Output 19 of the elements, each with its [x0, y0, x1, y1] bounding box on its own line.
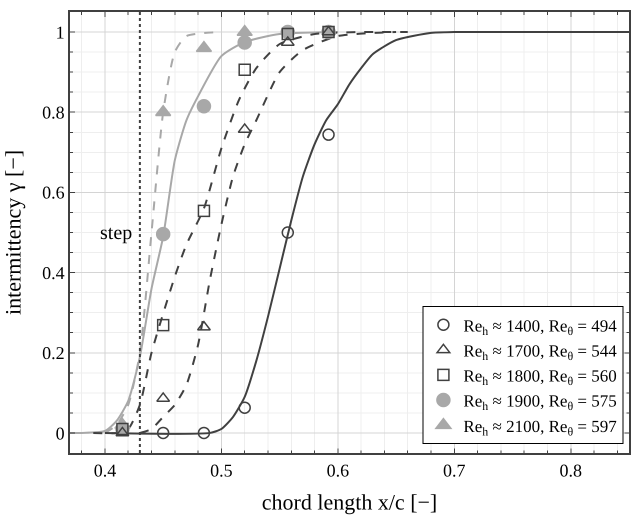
- legend-label: Re$_{h}$ ≈ 1900, Re$_{θ}$ = 575: [463, 392, 617, 414]
- x-tick-label: 0.8: [560, 460, 582, 480]
- x-axis-title: chord length x/c [−]: [262, 490, 438, 515]
- y-tick-label: 0.6: [42, 182, 65, 203]
- legend-label: Re$_{h}$ ≈ 2100, Re$_{θ}$ = 597: [463, 416, 618, 438]
- legend-label: Re$_{h}$ ≈ 1700, Re$_{θ}$ = 544: [463, 341, 618, 364]
- y-tick-label: 0.4: [42, 262, 65, 283]
- y-tick-label: 0.8: [42, 102, 65, 123]
- x-tick-label: 0.7: [443, 460, 466, 480]
- legend-label: Re$_{h}$ ≈ 1400, Re$_{θ}$ = 494: [463, 316, 618, 338]
- y-tick-label: 0.2: [42, 343, 65, 364]
- y-tick-label: 0: [56, 423, 65, 444]
- x-tick-label: 0.5: [210, 460, 233, 480]
- x-tick-label: 0.4: [94, 460, 116, 480]
- legend-label: Re$_{h}$ ≈ 1800, Re$_{θ}$ = 560: [463, 366, 617, 388]
- y-tick-label: 1: [56, 22, 65, 42]
- ref-line-label: step: [100, 222, 132, 244]
- x-tick-label: 0.6: [326, 460, 350, 480]
- y-axis-title: intermittency γ [−]: [0, 150, 26, 316]
